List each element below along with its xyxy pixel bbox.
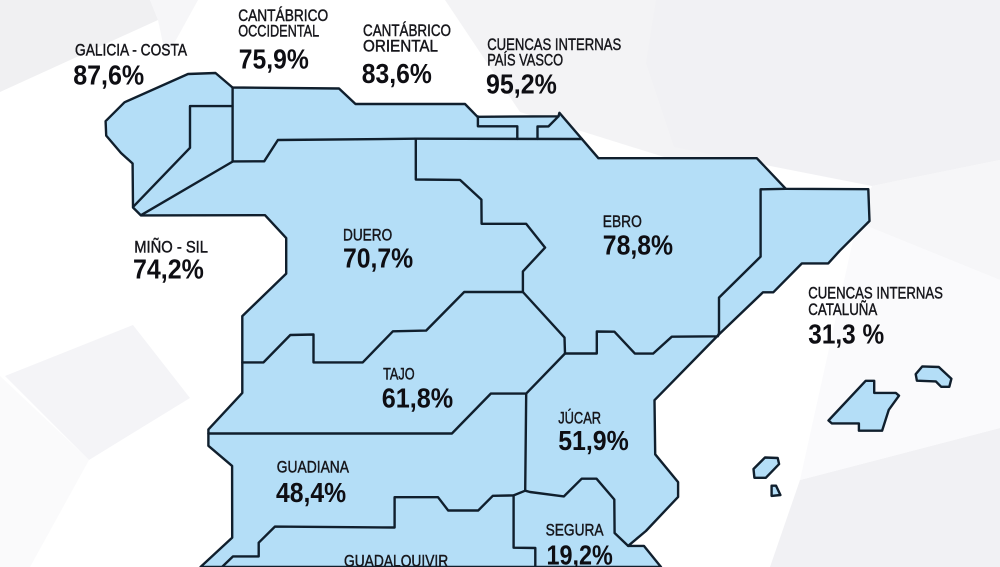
svg-text:MIÑO - SIL: MIÑO - SIL (134, 237, 208, 256)
svg-text:75,9%: 75,9% (239, 44, 309, 75)
svg-text:83,6%: 83,6% (362, 58, 432, 89)
svg-text:CANTÁBRICO: CANTÁBRICO (363, 21, 451, 40)
svg-text:87,6%: 87,6% (73, 60, 144, 91)
svg-text:31,3 %: 31,3 % (808, 318, 884, 349)
svg-text:PAÍS VASCO: PAÍS VASCO (487, 51, 563, 70)
svg-text:EBRO: EBRO (603, 212, 642, 231)
svg-text:95,2%: 95,2% (486, 69, 557, 100)
svg-text:51,9%: 51,9% (558, 425, 629, 456)
svg-text:CATALUÑA: CATALUÑA (808, 300, 878, 319)
svg-text:DUERO: DUERO (343, 225, 392, 244)
svg-text:19,2%: 19,2% (547, 540, 613, 567)
svg-text:SEGURA: SEGURA (546, 521, 605, 540)
svg-text:CUENCAS INTERNAS: CUENCAS INTERNAS (487, 35, 621, 54)
svg-text:70,7%: 70,7% (343, 243, 413, 274)
svg-text:CANTÁBRICO: CANTÁBRICO (238, 6, 328, 25)
svg-text:61,8%: 61,8% (382, 382, 453, 413)
svg-text:GUADALQUIVIR: GUADALQUIVIR (344, 552, 448, 567)
svg-text:GUADIANA: GUADIANA (277, 458, 350, 477)
svg-text:GALICIA - COSTA: GALICIA - COSTA (75, 40, 188, 59)
svg-text:ORIENTAL: ORIENTAL (363, 37, 438, 56)
svg-text:TAJO: TAJO (383, 364, 415, 383)
svg-text:78,8%: 78,8% (603, 230, 673, 261)
svg-text:JÚCAR: JÚCAR (558, 409, 601, 428)
svg-text:48,4%: 48,4% (276, 477, 346, 508)
svg-text:74,2%: 74,2% (133, 254, 204, 285)
svg-text:OCCIDENTAL: OCCIDENTAL (238, 22, 319, 41)
svg-text:CUENCAS INTERNAS: CUENCAS INTERNAS (808, 283, 943, 302)
